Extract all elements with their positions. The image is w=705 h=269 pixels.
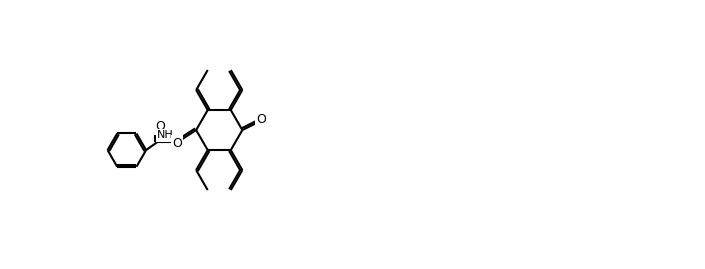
Text: NH: NH (157, 130, 174, 140)
Text: O: O (257, 113, 266, 126)
Text: O: O (172, 137, 182, 150)
Text: O: O (155, 121, 165, 133)
